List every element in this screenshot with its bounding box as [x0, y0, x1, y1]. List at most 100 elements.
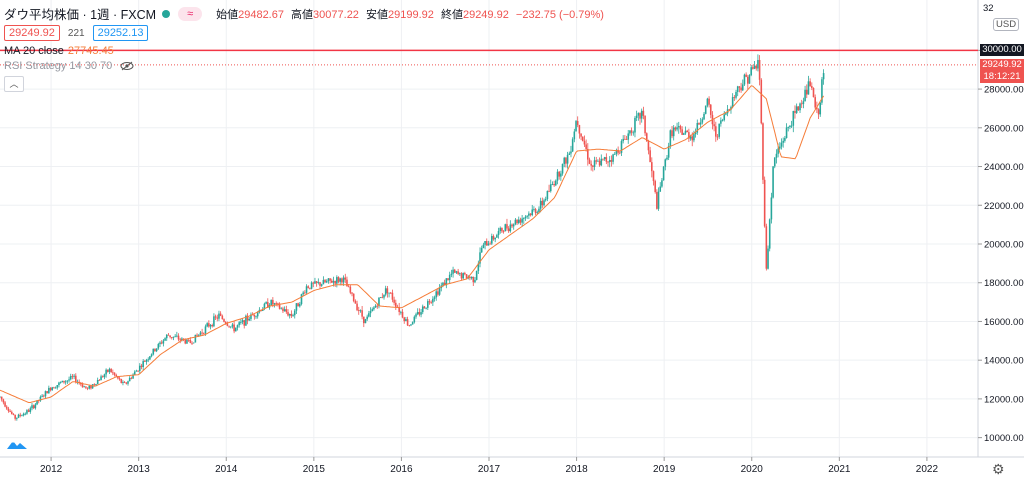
candle-up	[73, 375, 75, 377]
candle-up	[514, 219, 517, 225]
candle-down	[42, 395, 45, 397]
candle-down	[112, 372, 114, 374]
candle-down	[763, 179, 766, 227]
candle-up	[613, 154, 616, 155]
candle-up	[64, 381, 67, 383]
candle-down	[588, 159, 591, 164]
candle-up	[138, 365, 141, 372]
candle-down	[334, 280, 336, 284]
candle-up	[544, 199, 547, 201]
candle-down	[331, 280, 333, 283]
candle-down	[309, 287, 311, 289]
candle-up	[629, 130, 631, 134]
candle-down	[656, 192, 658, 209]
price-tick-label: 28000.00	[984, 85, 1024, 96]
candle-up	[150, 354, 153, 357]
candle-up	[661, 180, 663, 187]
candle-down	[49, 387, 52, 391]
candle-up	[31, 405, 33, 409]
candle-down	[27, 410, 30, 412]
candle-down	[645, 133, 648, 142]
candle-up	[366, 316, 368, 320]
candle-up	[526, 215, 528, 217]
candle-up	[229, 326, 232, 328]
candle-down	[602, 158, 604, 160]
alert-price-tag[interactable]: 30000.00	[980, 44, 1024, 57]
candle-up	[667, 145, 670, 158]
settings-gear-icon[interactable]: ⚙	[992, 461, 1005, 477]
time-tick-label: 2021	[828, 464, 851, 475]
candle-down	[243, 320, 246, 326]
ma-line	[0, 85, 825, 403]
candle-up	[133, 371, 136, 375]
eye-hidden-icon[interactable]	[120, 61, 134, 71]
candle-down	[805, 89, 808, 95]
candle-down	[4, 402, 6, 407]
candle-up	[452, 269, 454, 274]
candle-down	[709, 104, 712, 115]
candle-down	[501, 227, 503, 232]
candle-up	[784, 137, 786, 141]
buy-button[interactable]: 29252.13	[92, 25, 149, 41]
candle-down	[617, 149, 619, 153]
candle-down	[169, 335, 171, 338]
candle-up	[263, 303, 266, 310]
candle-down	[32, 405, 35, 409]
candle-up	[162, 340, 165, 344]
candle-down	[809, 81, 811, 87]
candle-up	[339, 278, 342, 282]
sell-button[interactable]: 29249.92	[4, 25, 60, 41]
candle-up	[551, 183, 554, 185]
candle-down	[187, 339, 190, 341]
collapse-legend-button[interactable]: ︿	[4, 76, 24, 92]
candle-down	[393, 299, 395, 303]
candle-down	[93, 384, 96, 386]
candle-up	[491, 236, 493, 244]
candle-down	[760, 79, 763, 124]
candle-up	[314, 281, 316, 284]
candle-down	[307, 286, 310, 288]
currency-label[interactable]: USD	[993, 18, 1020, 31]
candle-up	[379, 297, 382, 299]
candle-up	[88, 385, 91, 389]
candle-up	[410, 324, 412, 326]
candle-up	[108, 368, 111, 372]
candle-up	[684, 130, 687, 134]
candle-down	[558, 171, 560, 177]
symbol-title[interactable]: ダウ平均株価 · 1週 · FXCM	[4, 8, 157, 22]
time-axis[interactable]: 2012 2013 2014 2015 2016 2017 2018 2019 2020 2021…	[40, 457, 939, 475]
candle-up	[147, 359, 150, 361]
candle-down	[590, 163, 592, 166]
candle-down	[598, 160, 601, 166]
time-tick-label: 2015	[303, 464, 326, 475]
candle-down	[472, 276, 475, 283]
candle-up	[677, 126, 680, 128]
candle-up	[676, 127, 678, 130]
candle-down	[113, 372, 116, 375]
candle-down	[0, 396, 3, 400]
candle-down	[272, 299, 274, 305]
candle-up	[474, 279, 476, 283]
candle-up	[568, 153, 571, 155]
candle-down	[738, 86, 741, 88]
candle-up	[322, 279, 325, 285]
candle-down	[140, 365, 143, 367]
candle-up	[450, 273, 453, 275]
candle-down	[765, 226, 768, 269]
ma-legend[interactable]: MA 20 close 27745.45	[4, 45, 114, 57]
candle-down	[437, 291, 439, 295]
candle-up	[566, 154, 569, 164]
ma-label: MA 20 close	[4, 45, 64, 57]
candle-up	[270, 299, 272, 306]
rsi-legend[interactable]: RSI Strategy 14 30 70	[4, 60, 134, 72]
price-axis[interactable]: 10000.00 12000.00 14000.00 16000.00 18000.00…	[978, 46, 1024, 444]
candle-down	[811, 86, 813, 89]
time-tick-label: 2018	[565, 464, 588, 475]
candle-up	[433, 297, 436, 299]
candle-down	[511, 224, 513, 227]
price-tick-label: 26000.00	[984, 123, 1024, 134]
compare-badge[interactable]: ≈	[178, 6, 203, 21]
candle-down	[337, 277, 340, 282]
candle-down	[516, 219, 518, 224]
